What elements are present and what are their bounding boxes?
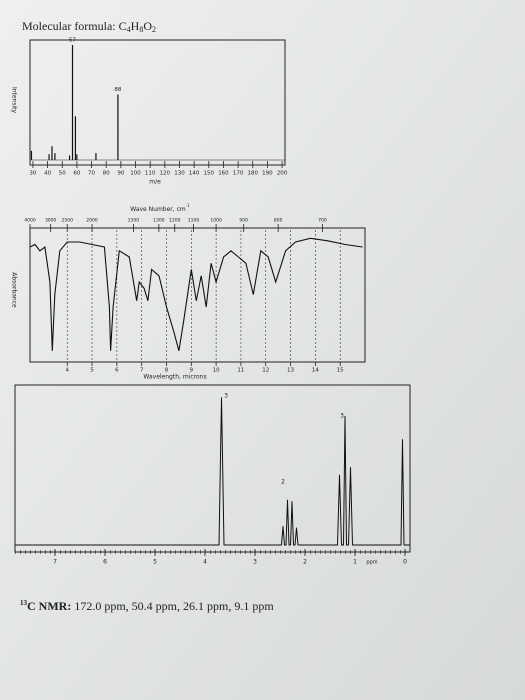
x-tick-label: 180 [248, 171, 259, 177]
x-tick-label: 6 [115, 368, 119, 374]
top-tick-label: 3000 [45, 218, 57, 224]
nmr-trace [15, 397, 410, 546]
top-tick-label: 1000 [210, 218, 222, 224]
ms-ylabel: Intensity [11, 87, 18, 114]
ir-top-label-sup: -1 [186, 203, 190, 208]
c13-line: 13C NMR: 172.0 ppm, 50.4 ppm, 26.1 ppm, … [20, 599, 274, 613]
integration-label: 2 [281, 479, 285, 486]
formula-sub: 2 [152, 25, 156, 34]
x-tick-label: 100 [130, 171, 141, 177]
ir-frame [29, 227, 366, 363]
top-tick-label: 4000 [24, 218, 36, 224]
x-tick-label: 3 [253, 559, 257, 566]
ir-trace [29, 237, 363, 351]
x-tick-label: 130 [174, 171, 185, 177]
x-tick-label: 190 [262, 171, 273, 177]
top-tick-label: 2500 [61, 218, 73, 224]
top-tick-label: 1100 [188, 218, 200, 224]
integration-label: 3 [224, 393, 228, 400]
x-tick-label: 150 [204, 171, 215, 177]
top-tick-label: 700 [318, 218, 327, 224]
x-tick-label: 80 [103, 171, 110, 177]
x-tick-label: 4 [203, 559, 207, 566]
x-tick-label: 2 [303, 559, 307, 566]
x-tick-label: 160 [218, 171, 229, 177]
x-tick-label: 12 [262, 368, 269, 374]
x-tick-label: 60 [73, 171, 80, 177]
c13-shifts: 172.0 ppm, 50.4 ppm, 26.1 ppm, 9.1 ppm [74, 599, 274, 613]
x-tick-label: 15 [337, 368, 344, 374]
top-tick-label: 1300 [153, 218, 165, 224]
top-tick-label: 800 [274, 218, 283, 224]
formula-el: O [143, 19, 152, 33]
x-tick-label: 120 [160, 171, 171, 177]
x-tick-label: 0 [403, 559, 407, 566]
x-tick-label: 40 [44, 171, 51, 177]
x-tick-label: 5 [90, 368, 94, 374]
x-tick-label: 10 [213, 368, 220, 374]
formula-line: Molecular formula: C4H8O2 [22, 19, 156, 34]
formula-sub: 8 [139, 25, 143, 34]
x-tick-label: 200 [277, 171, 288, 177]
peak-label: 57 [69, 38, 76, 44]
top-tick-label: 2000 [86, 218, 98, 224]
ir-top-label-text: Wave Number, cm [130, 206, 186, 213]
top-tick-label: 900 [239, 218, 248, 224]
top-tick-label: 1200 [169, 218, 181, 224]
x-tick-label: 1 [353, 559, 357, 566]
ir-top-label: Wave Number, cm-1 [130, 203, 190, 213]
x-tick-label: 30 [29, 171, 36, 177]
x-tick-label: 140 [189, 171, 200, 177]
c13-mass: 13 [20, 599, 28, 607]
x-tick-label: 50 [59, 171, 66, 177]
x-tick-label: 7 [140, 368, 144, 374]
x-tick-label: 90 [117, 171, 124, 177]
x-tick-label: 8 [165, 368, 169, 374]
ir-xlabel: Wavelength, microns [143, 374, 206, 381]
x-tick-label: 13 [287, 368, 294, 374]
formula-el: C [119, 19, 127, 33]
ms-frame [29, 39, 286, 166]
top-tick-label: 1500 [128, 218, 140, 224]
formula-sub: 4 [127, 25, 131, 34]
c13-label: C NMR: [27, 599, 71, 613]
x-tick-label: 11 [237, 368, 244, 374]
peak-label: 88 [114, 87, 121, 93]
x-axis-label: ppm [366, 560, 377, 566]
x-tick-label: 6 [103, 559, 107, 566]
x-tick-label: 7 [53, 559, 57, 566]
nmr-frame [14, 384, 411, 553]
integration-label: 3 [340, 413, 344, 420]
x-tick-label: 70 [88, 171, 95, 177]
x-tick-label: 170 [233, 171, 244, 177]
ms-xlabel: m/e [149, 179, 161, 186]
x-tick-label: 9 [190, 368, 194, 374]
x-tick-label: 14 [312, 368, 319, 374]
x-tick-label: 5 [153, 559, 157, 566]
formula-el: H [131, 19, 140, 33]
ir-ylabel: Absorbance [11, 272, 18, 308]
x-tick-label: 4 [65, 368, 69, 374]
formula-label: Molecular formula: [22, 19, 116, 33]
x-tick-label: 110 [145, 171, 156, 177]
